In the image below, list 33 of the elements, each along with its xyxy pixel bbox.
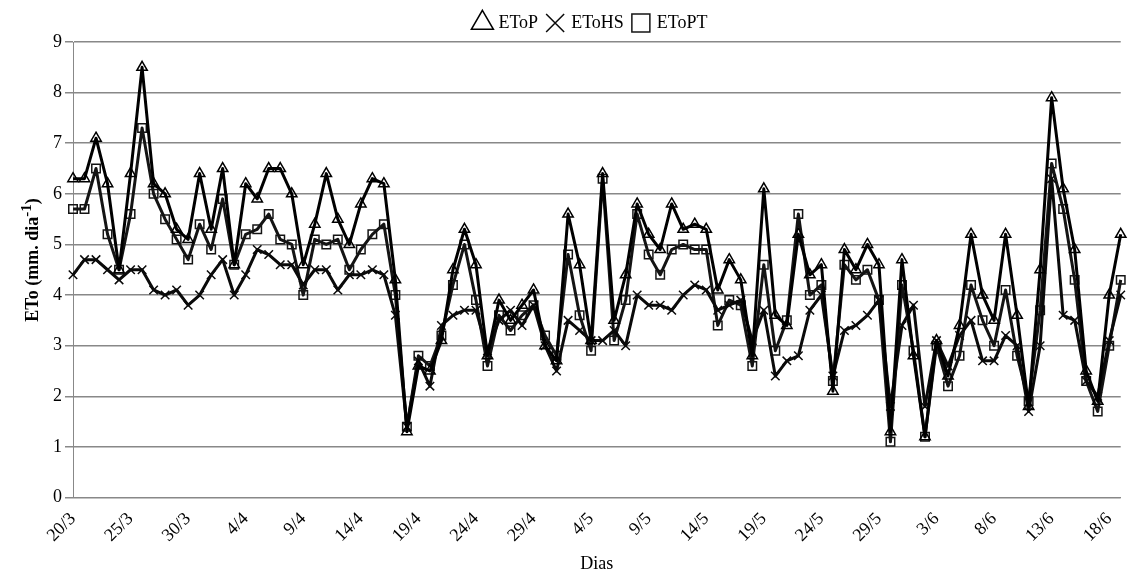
x-tick-label: 18/6 bbox=[1078, 508, 1116, 545]
x-tick-label: 24/4 bbox=[445, 508, 483, 545]
legend-label: EToPT bbox=[656, 11, 708, 32]
x-tick-label: 29/5 bbox=[848, 508, 886, 545]
y-tick-label: 3 bbox=[53, 334, 62, 355]
x-tick-label: 14/5 bbox=[675, 508, 713, 545]
x-tick-label: 20/3 bbox=[42, 508, 80, 545]
x-tick-label: 8/6 bbox=[969, 508, 1001, 539]
legend-label: EToP bbox=[498, 11, 539, 32]
x-tick-label: 9/5 bbox=[624, 508, 655, 539]
y-tick-label: 5 bbox=[53, 233, 62, 254]
x-axis-title: Dias bbox=[580, 552, 614, 573]
y-tick-label: 2 bbox=[53, 385, 62, 406]
x-tick-label: 24/5 bbox=[790, 508, 828, 545]
x-tick-label: 13/6 bbox=[1021, 508, 1058, 545]
x-tick-label: 19/5 bbox=[733, 508, 770, 545]
y-tick-label: 8 bbox=[53, 81, 62, 102]
y-tick-label: 9 bbox=[53, 30, 62, 51]
x-tick-label: 3/6 bbox=[912, 508, 943, 539]
y-tick-label: 0 bbox=[53, 486, 62, 507]
x-tick-label: 14/4 bbox=[330, 508, 368, 545]
y-tick-label: 7 bbox=[53, 131, 62, 152]
x-tick-label: 30/3 bbox=[157, 508, 195, 545]
x-tick-label: 4/4 bbox=[221, 508, 252, 539]
x-tick-label: 19/4 bbox=[387, 508, 425, 545]
x-tick-label: 9/4 bbox=[279, 508, 310, 539]
x-tick-label: 25/3 bbox=[99, 508, 137, 545]
y-tick-label: 6 bbox=[53, 182, 62, 203]
x-tick-label: 4/5 bbox=[566, 508, 598, 539]
y-tick-label: 1 bbox=[53, 435, 62, 456]
x-tick-label: 29/4 bbox=[502, 508, 540, 545]
legend-label: EToHS bbox=[571, 11, 624, 32]
y-tick-label: 4 bbox=[53, 283, 62, 304]
